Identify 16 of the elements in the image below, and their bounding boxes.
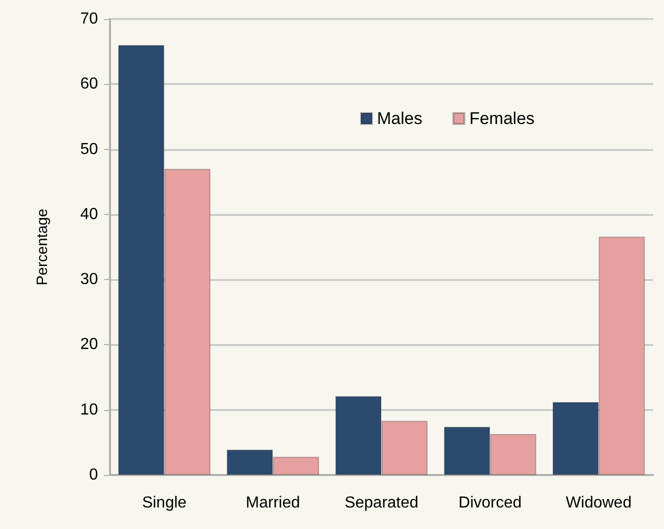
y-tick-label: 10 [80, 401, 98, 418]
x-tick-label: Divorced [458, 494, 522, 512]
legend-label: Males [377, 109, 422, 128]
y-tick-label: 40 [80, 206, 98, 223]
x-tick-label: Single [142, 494, 187, 512]
y-axis-title: Percentage [34, 208, 51, 286]
y-tick-label: 0 [89, 466, 98, 484]
x-tick-label: Married [246, 494, 300, 512]
x-tick-label: Widowed [566, 494, 632, 512]
y-tick-label: 50 [80, 140, 98, 158]
y-tick-label: 20 [80, 336, 98, 354]
x-tick-label: Separated [344, 494, 418, 512]
y-tick-label: 30 [80, 271, 98, 288]
y-tick-label: 70 [80, 10, 98, 28]
legend-label: Females [469, 109, 535, 128]
y-tick-label: 60 [80, 76, 98, 93]
